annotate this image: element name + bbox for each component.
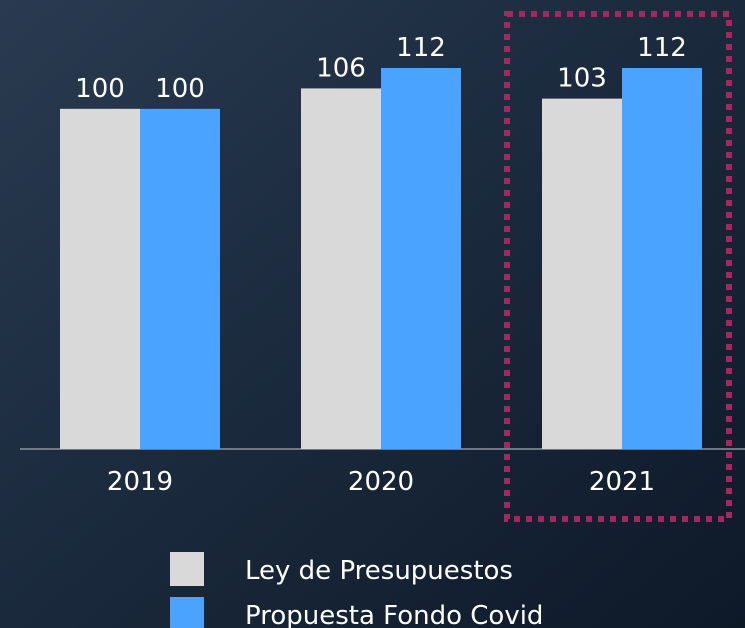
bar <box>542 98 622 449</box>
value-label: 106 <box>316 53 366 83</box>
legend: Ley de Presupuestos Propuesta Fondo Covid <box>170 552 543 628</box>
x-tick-label: 2020 <box>348 467 414 497</box>
value-label: 103 <box>557 64 607 94</box>
value-label: 100 <box>75 74 125 104</box>
value-label: 112 <box>637 33 687 63</box>
legend-label: Ley de Presupuestos <box>245 556 513 586</box>
legend-swatch <box>170 597 204 628</box>
highlight-box <box>504 11 732 522</box>
bar <box>381 68 461 449</box>
legend-swatch <box>170 552 204 586</box>
value-label: 100 <box>155 74 205 104</box>
value-label: 112 <box>396 33 446 63</box>
x-tick-label: 2021 <box>589 467 655 497</box>
x-tick-label: 2019 <box>107 467 173 497</box>
bar <box>60 108 140 450</box>
legend-label: Propuesta Fondo Covid <box>245 601 543 628</box>
plot: 100 100 2019 106 112 2020 103 112 2021 <box>60 33 702 497</box>
bar <box>622 68 702 449</box>
bar <box>140 108 220 450</box>
bar <box>301 88 381 450</box>
